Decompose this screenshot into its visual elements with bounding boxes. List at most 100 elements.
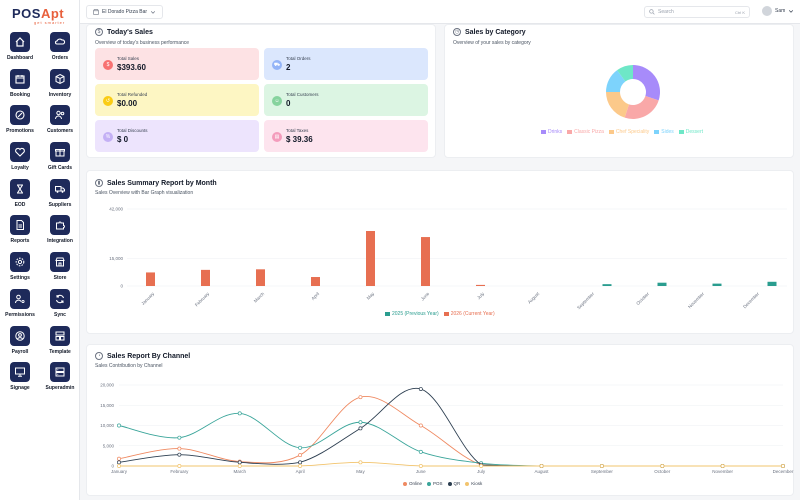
legend-item[interactable]: Dessert: [678, 129, 703, 135]
pie-slice-drinks[interactable]: [633, 65, 660, 101]
legend-item[interactable]: Classic Pizza: [567, 129, 604, 135]
sidebar-item-sync[interactable]: Sync: [40, 287, 80, 324]
sidebar-item-label: Integration: [47, 238, 73, 245]
line-point-kiosk-april[interactable]: [298, 464, 303, 468]
bar-february-current[interactable]: [201, 269, 210, 286]
line-point-kiosk-may[interactable]: [358, 460, 363, 465]
y-tick-label: 5,000: [103, 443, 115, 448]
sidebar-item-inventory[interactable]: Inventory: [40, 67, 80, 104]
legend-item[interactable]: Kiosk: [465, 481, 482, 486]
stat-label: Total Customers: [286, 92, 319, 97]
bar-september-previous[interactable]: [602, 284, 612, 286]
pie-slice-classic-pizza[interactable]: [624, 96, 659, 120]
sidebar-item-eod[interactable]: EOD: [0, 177, 40, 214]
line-series-online[interactable]: [118, 396, 783, 467]
line-point-online-april[interactable]: [298, 453, 303, 458]
line-point-kiosk-february[interactable]: [177, 464, 182, 468]
legend-label: Chef Speciality: [615, 129, 650, 135]
todays-sales-title-row: $ Today's Sales: [95, 28, 153, 36]
line-series-pos[interactable]: [118, 412, 783, 467]
pie-slice-sides[interactable]: [606, 70, 626, 92]
todays-sales-card: $ Today's Sales Overview of today's busi…: [86, 24, 436, 158]
bar-april-current[interactable]: [311, 277, 320, 286]
sidebar-item-settings[interactable]: Settings: [0, 250, 40, 287]
bar-march-current[interactable]: [256, 269, 265, 286]
line-point-kiosk-august[interactable]: [539, 464, 544, 468]
pie-slice-chef-speciality[interactable]: [606, 92, 629, 118]
line-point-online-january[interactable]: [117, 456, 121, 461]
legend-item[interactable]: Chef Speciality: [608, 129, 650, 135]
calendar-icon: [10, 68, 30, 89]
sidebar-item-dashboard[interactable]: Dashboard: [0, 30, 40, 67]
line-point-qr-january[interactable]: [117, 460, 121, 465]
line-point-kiosk-october[interactable]: [660, 464, 665, 468]
bar-november-previous[interactable]: [712, 283, 722, 286]
sidebar-item-reports[interactable]: Reports: [0, 213, 40, 250]
legend-item[interactable]: Drinks: [541, 129, 562, 135]
sidebar-item-template[interactable]: Template: [40, 324, 80, 361]
line-series-qr[interactable]: [118, 387, 783, 467]
sidebar-item-suppliers[interactable]: Suppliers: [40, 177, 80, 214]
sidebar-item-booking[interactable]: Booking: [0, 67, 40, 104]
sidebar-item-gift-cards[interactable]: Gift Cards: [40, 140, 80, 177]
line-point-kiosk-december[interactable]: [781, 464, 785, 468]
legend-item[interactable]: 2025 (Previous Year): [385, 311, 439, 317]
search-input[interactable]: Search Ctrl K: [644, 6, 750, 18]
stat-total-discounts: % Total Discounts $ 0: [95, 120, 259, 152]
line-point-qr-june[interactable]: [418, 387, 423, 392]
line-point-pos-january[interactable]: [117, 423, 121, 428]
pie-slice-dessert[interactable]: [617, 65, 633, 82]
brand-logo[interactable]: POSApt get smarter: [12, 6, 65, 25]
bar-december-previous[interactable]: [767, 281, 777, 286]
line-point-kiosk-november[interactable]: [720, 464, 725, 468]
category-title-row: ◷ Sales by Category: [453, 28, 526, 36]
line-point-pos-june[interactable]: [418, 449, 423, 454]
line-point-kiosk-january[interactable]: [117, 464, 121, 468]
line-point-pos-march[interactable]: [237, 411, 242, 416]
legend-item[interactable]: Sides: [654, 129, 674, 135]
sidebar-item-store[interactable]: Store: [40, 250, 80, 287]
monthly-report-card: ▮ Sales Summary Report by Month Sales Ov…: [86, 170, 794, 334]
user-menu[interactable]: Sam: [762, 6, 794, 16]
bar-chart-icon: ▮: [95, 179, 103, 187]
line-point-kiosk-march[interactable]: [237, 464, 242, 468]
sidebar-item-superadmin[interactable]: Superadmin: [40, 360, 80, 397]
line-point-pos-april[interactable]: [298, 445, 303, 450]
bar-october-previous[interactable]: [657, 282, 667, 286]
bar-may-current[interactable]: [366, 231, 375, 286]
monthly-subtitle: Sales Overview with Bar Graph visualizat…: [95, 190, 194, 196]
line-point-online-may[interactable]: [358, 395, 363, 400]
sidebar-item-orders[interactable]: Orders: [40, 30, 80, 67]
sidebar-item-customers[interactable]: Customers: [40, 103, 80, 140]
legend-item[interactable]: Online: [403, 481, 422, 486]
x-tick-label: March: [253, 291, 266, 304]
sidebar-item-signage[interactable]: Signage: [0, 360, 40, 397]
line-point-kiosk-july[interactable]: [479, 464, 484, 468]
line-point-qr-march[interactable]: [237, 460, 242, 465]
line-point-kiosk-september[interactable]: [599, 464, 604, 468]
line-point-pos-may[interactable]: [358, 420, 363, 425]
line-series-kiosk[interactable]: [118, 461, 783, 467]
line-point-online-june[interactable]: [418, 423, 423, 428]
line-point-qr-february[interactable]: [177, 452, 182, 457]
x-tick-label: September: [576, 291, 595, 310]
bar-january-current[interactable]: [146, 272, 155, 286]
sidebar-item-payroll[interactable]: Payroll: [0, 324, 40, 361]
sidebar-item-loyalty[interactable]: Loyalty: [0, 140, 40, 177]
store-selector[interactable]: El Dorado Pizza Bar: [86, 5, 164, 19]
line-point-kiosk-june[interactable]: [418, 464, 423, 468]
bar-june-current[interactable]: [421, 237, 430, 286]
legend-item[interactable]: POS: [427, 481, 443, 486]
bar-july-current[interactable]: [476, 284, 485, 286]
sidebar-item-promotions[interactable]: Promotions: [0, 103, 40, 140]
line-point-qr-may[interactable]: [358, 426, 363, 431]
stat-icon: ☺: [272, 96, 282, 106]
line-point-pos-february[interactable]: [177, 435, 182, 440]
line-point-qr-april[interactable]: [298, 460, 303, 465]
line-point-online-february[interactable]: [177, 446, 182, 451]
legend-item[interactable]: 2026 (Current Year): [443, 311, 495, 317]
legend-item[interactable]: QR: [447, 481, 460, 486]
sidebar-item-permissions[interactable]: Permissions: [0, 287, 40, 324]
sidebar-item-label: Orders: [51, 55, 69, 61]
sidebar-item-integration[interactable]: Integration: [40, 213, 80, 250]
